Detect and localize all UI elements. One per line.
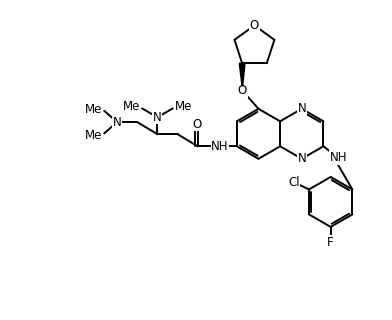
Text: O: O bbox=[192, 118, 201, 131]
Polygon shape bbox=[239, 63, 245, 86]
Text: N: N bbox=[298, 102, 306, 115]
Text: Me: Me bbox=[123, 100, 140, 113]
Text: NH: NH bbox=[211, 140, 229, 153]
Text: N: N bbox=[298, 152, 306, 165]
Text: N: N bbox=[113, 116, 122, 129]
Text: O: O bbox=[238, 84, 247, 97]
Text: N: N bbox=[153, 111, 162, 124]
Text: O: O bbox=[250, 19, 259, 32]
Text: Me: Me bbox=[175, 100, 192, 113]
Text: Cl: Cl bbox=[288, 176, 299, 189]
Text: F: F bbox=[327, 236, 334, 249]
Text: Me: Me bbox=[85, 103, 103, 116]
Text: Me: Me bbox=[85, 129, 103, 141]
Text: NH: NH bbox=[330, 151, 347, 164]
